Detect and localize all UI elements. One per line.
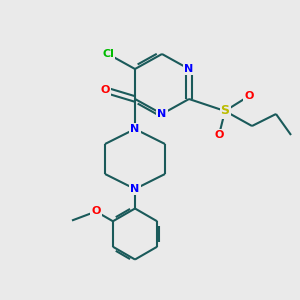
Text: N: N <box>158 109 166 119</box>
Text: N: N <box>184 64 194 74</box>
Text: O: O <box>91 206 101 217</box>
Text: O: O <box>100 85 110 95</box>
Text: N: N <box>130 124 140 134</box>
Text: N: N <box>130 184 140 194</box>
Text: O: O <box>214 130 224 140</box>
Text: S: S <box>220 104 230 118</box>
Text: Cl: Cl <box>102 49 114 59</box>
Text: O: O <box>244 91 254 101</box>
